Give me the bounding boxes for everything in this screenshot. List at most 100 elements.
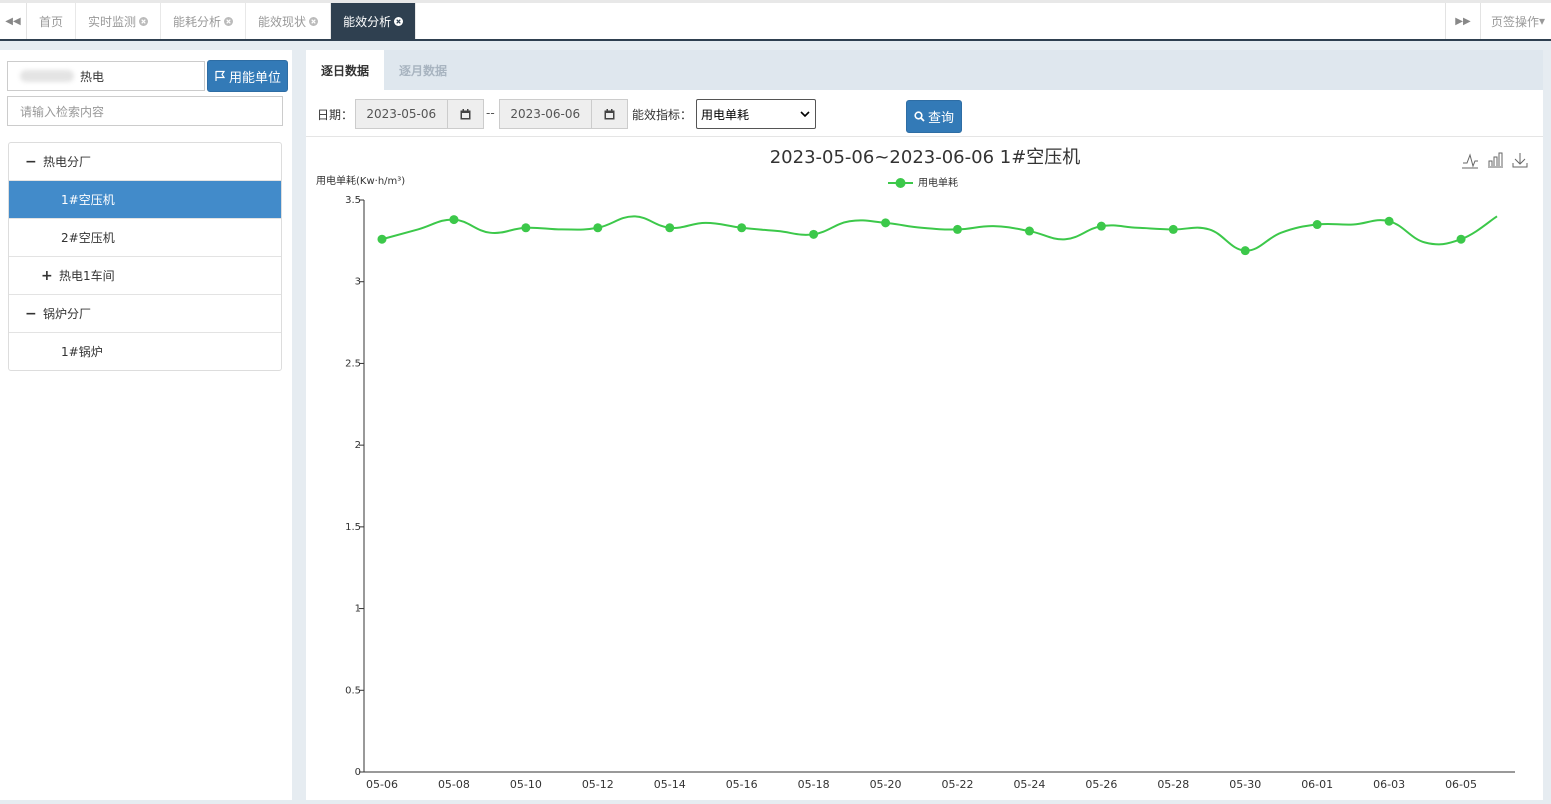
y-tick-label: 0.5 [345,685,361,696]
y-tick-label: 0 [355,767,361,778]
chart-title: 2023-05-06~2023-06-06 1#空压机 [770,147,1081,168]
tool-download[interactable] [1512,153,1528,168]
point [449,215,459,225]
x-tick-label: 05-14 [654,778,686,791]
point [1096,221,1106,231]
unit-input-text: 热电 [80,69,105,84]
tab-operations[interactable]: 页签操作 ▾ [1490,14,1545,29]
unit-input[interactable]: 热电 [7,61,205,91]
series-line [381,215,1498,252]
x-tick-label: 05-20 [870,778,902,791]
point [1384,216,1394,226]
point [1240,246,1250,256]
x-tick-label: 05-18 [798,778,830,791]
tab[interactable]: 能效分析 [331,3,417,39]
tab-close[interactable] [139,16,149,26]
unit-button[interactable]: 用能单位 [207,60,288,92]
scroll-left[interactable]: ◀◀ [0,3,27,39]
scroll-right[interactable]: ▶▶ [1444,3,1481,39]
x-tick-label: 06-05 [1445,778,1477,791]
tree-label: 热电分厂 [43,155,92,169]
point [1312,220,1322,230]
date-label: 日期： [317,108,354,122]
query-button-label: 查询 [927,111,954,126]
x-tick-label: 05-30 [1229,778,1261,791]
point [1168,224,1178,234]
x-tick-label: 05-24 [1013,778,1045,791]
tab-label: 能效现状 [258,14,307,29]
start-date[interactable]: 2023-05-06 [355,99,484,129]
point [1456,234,1466,244]
metric-label: 能效指标： [632,108,693,122]
tab-close[interactable] [309,16,319,26]
tree-node[interactable]: 1#空压机 [9,181,281,219]
tree-label: 锅炉分厂 [43,307,92,321]
content-panel [306,50,1543,800]
legend-label: 用电单耗 [918,176,958,189]
tool-line[interactable] [1463,153,1478,168]
x-tick-label: 06-01 [1301,778,1333,791]
point [952,224,962,234]
x-tick-label: 05-26 [1085,778,1117,791]
query-form: 日期： 2023-05-06 -- 2023-06-06 能效指标： 用电单耗 … [306,90,1543,137]
x-tick-label: 05-28 [1157,778,1189,791]
tab[interactable]: 能效现状 [246,3,332,39]
tab[interactable]: 能耗分析 [161,3,247,39]
end-date[interactable]: 2023-06-06 [499,99,628,129]
tab-label: 能效分析 [343,14,392,29]
point [377,234,387,244]
y-tick-label: 2 [355,440,361,451]
tree-label: 1#锅炉 [61,345,103,359]
tree-node[interactable]: − 锅炉分厂 [9,295,281,333]
tab-close[interactable] [224,16,234,26]
tree-label: 热电1车间 [59,269,115,283]
point [1024,226,1034,236]
point [809,229,819,239]
x-tick-label: 05-08 [438,778,470,791]
search-placeholder: 请输入检索内容 [20,104,105,119]
tab-close[interactable] [394,16,404,26]
metric-select[interactable]: 用电单耗 [696,99,816,129]
query-button[interactable]: 查询 [906,100,962,133]
start-date-text: 2023-05-06 [366,107,437,121]
y-tick-label: 3.5 [345,195,361,206]
tab-bar: ◀◀ 首页 实时监测 能耗分析 能效现状 能效分析 ▶▶ 页签操作 ▾ [0,0,1551,41]
search-input[interactable]: 请输入检索内容 [7,96,283,126]
x-tick-label: 06-03 [1373,778,1405,791]
tree-node[interactable]: + 热电1车间 [9,257,281,295]
x-tick-label: 05-12 [582,778,614,791]
y-tick-label: 3 [355,277,361,288]
tab-list: 首页 实时监测 能耗分析 能效现状 能效分析 [27,3,417,39]
point [737,223,747,233]
legend-marker [895,178,906,188]
tab-label: 首页 [39,14,64,29]
point [593,223,603,233]
tab-operations-label: 页签操作 [1490,14,1539,29]
x-tick-label: 05-22 [942,778,974,791]
tree-node[interactable]: − 热电分厂 [9,143,281,181]
tree-node[interactable]: 1#锅炉 [9,333,281,370]
x-tick-label: 05-06 [366,778,398,791]
tree-label: 1#空压机 [61,193,115,207]
tab-tools: ▶▶ 页签操作 ▾ [1444,3,1551,39]
tool-bar[interactable] [1488,152,1503,168]
panel-tab[interactable]: 逐月数据 [399,63,448,78]
toolbox [1462,152,1528,169]
tree: − 热电分厂 1#空压机 2#空压机 + 热电1车间 − 锅炉分厂 1#锅炉 [8,142,282,371]
y-tick-label: 1.5 [345,522,361,533]
y-tick-label: 2.5 [345,358,361,369]
point [521,223,531,233]
metric-value: 用电单耗 [701,107,750,122]
tab[interactable]: 首页 [27,3,77,39]
tab-label: 实时监测 [88,14,137,29]
panel-tab[interactable]: 逐日数据 [306,50,385,90]
unit-button-label: 用能单位 [228,70,281,86]
x-tick-label: 05-10 [510,778,542,791]
tree-label: 2#空压机 [61,231,115,245]
x-tick-label: 05-16 [726,778,758,791]
tab[interactable]: 实时监测 [76,3,162,39]
tab-label: 能耗分析 [173,14,222,29]
tree-node[interactable]: 2#空压机 [9,219,281,257]
